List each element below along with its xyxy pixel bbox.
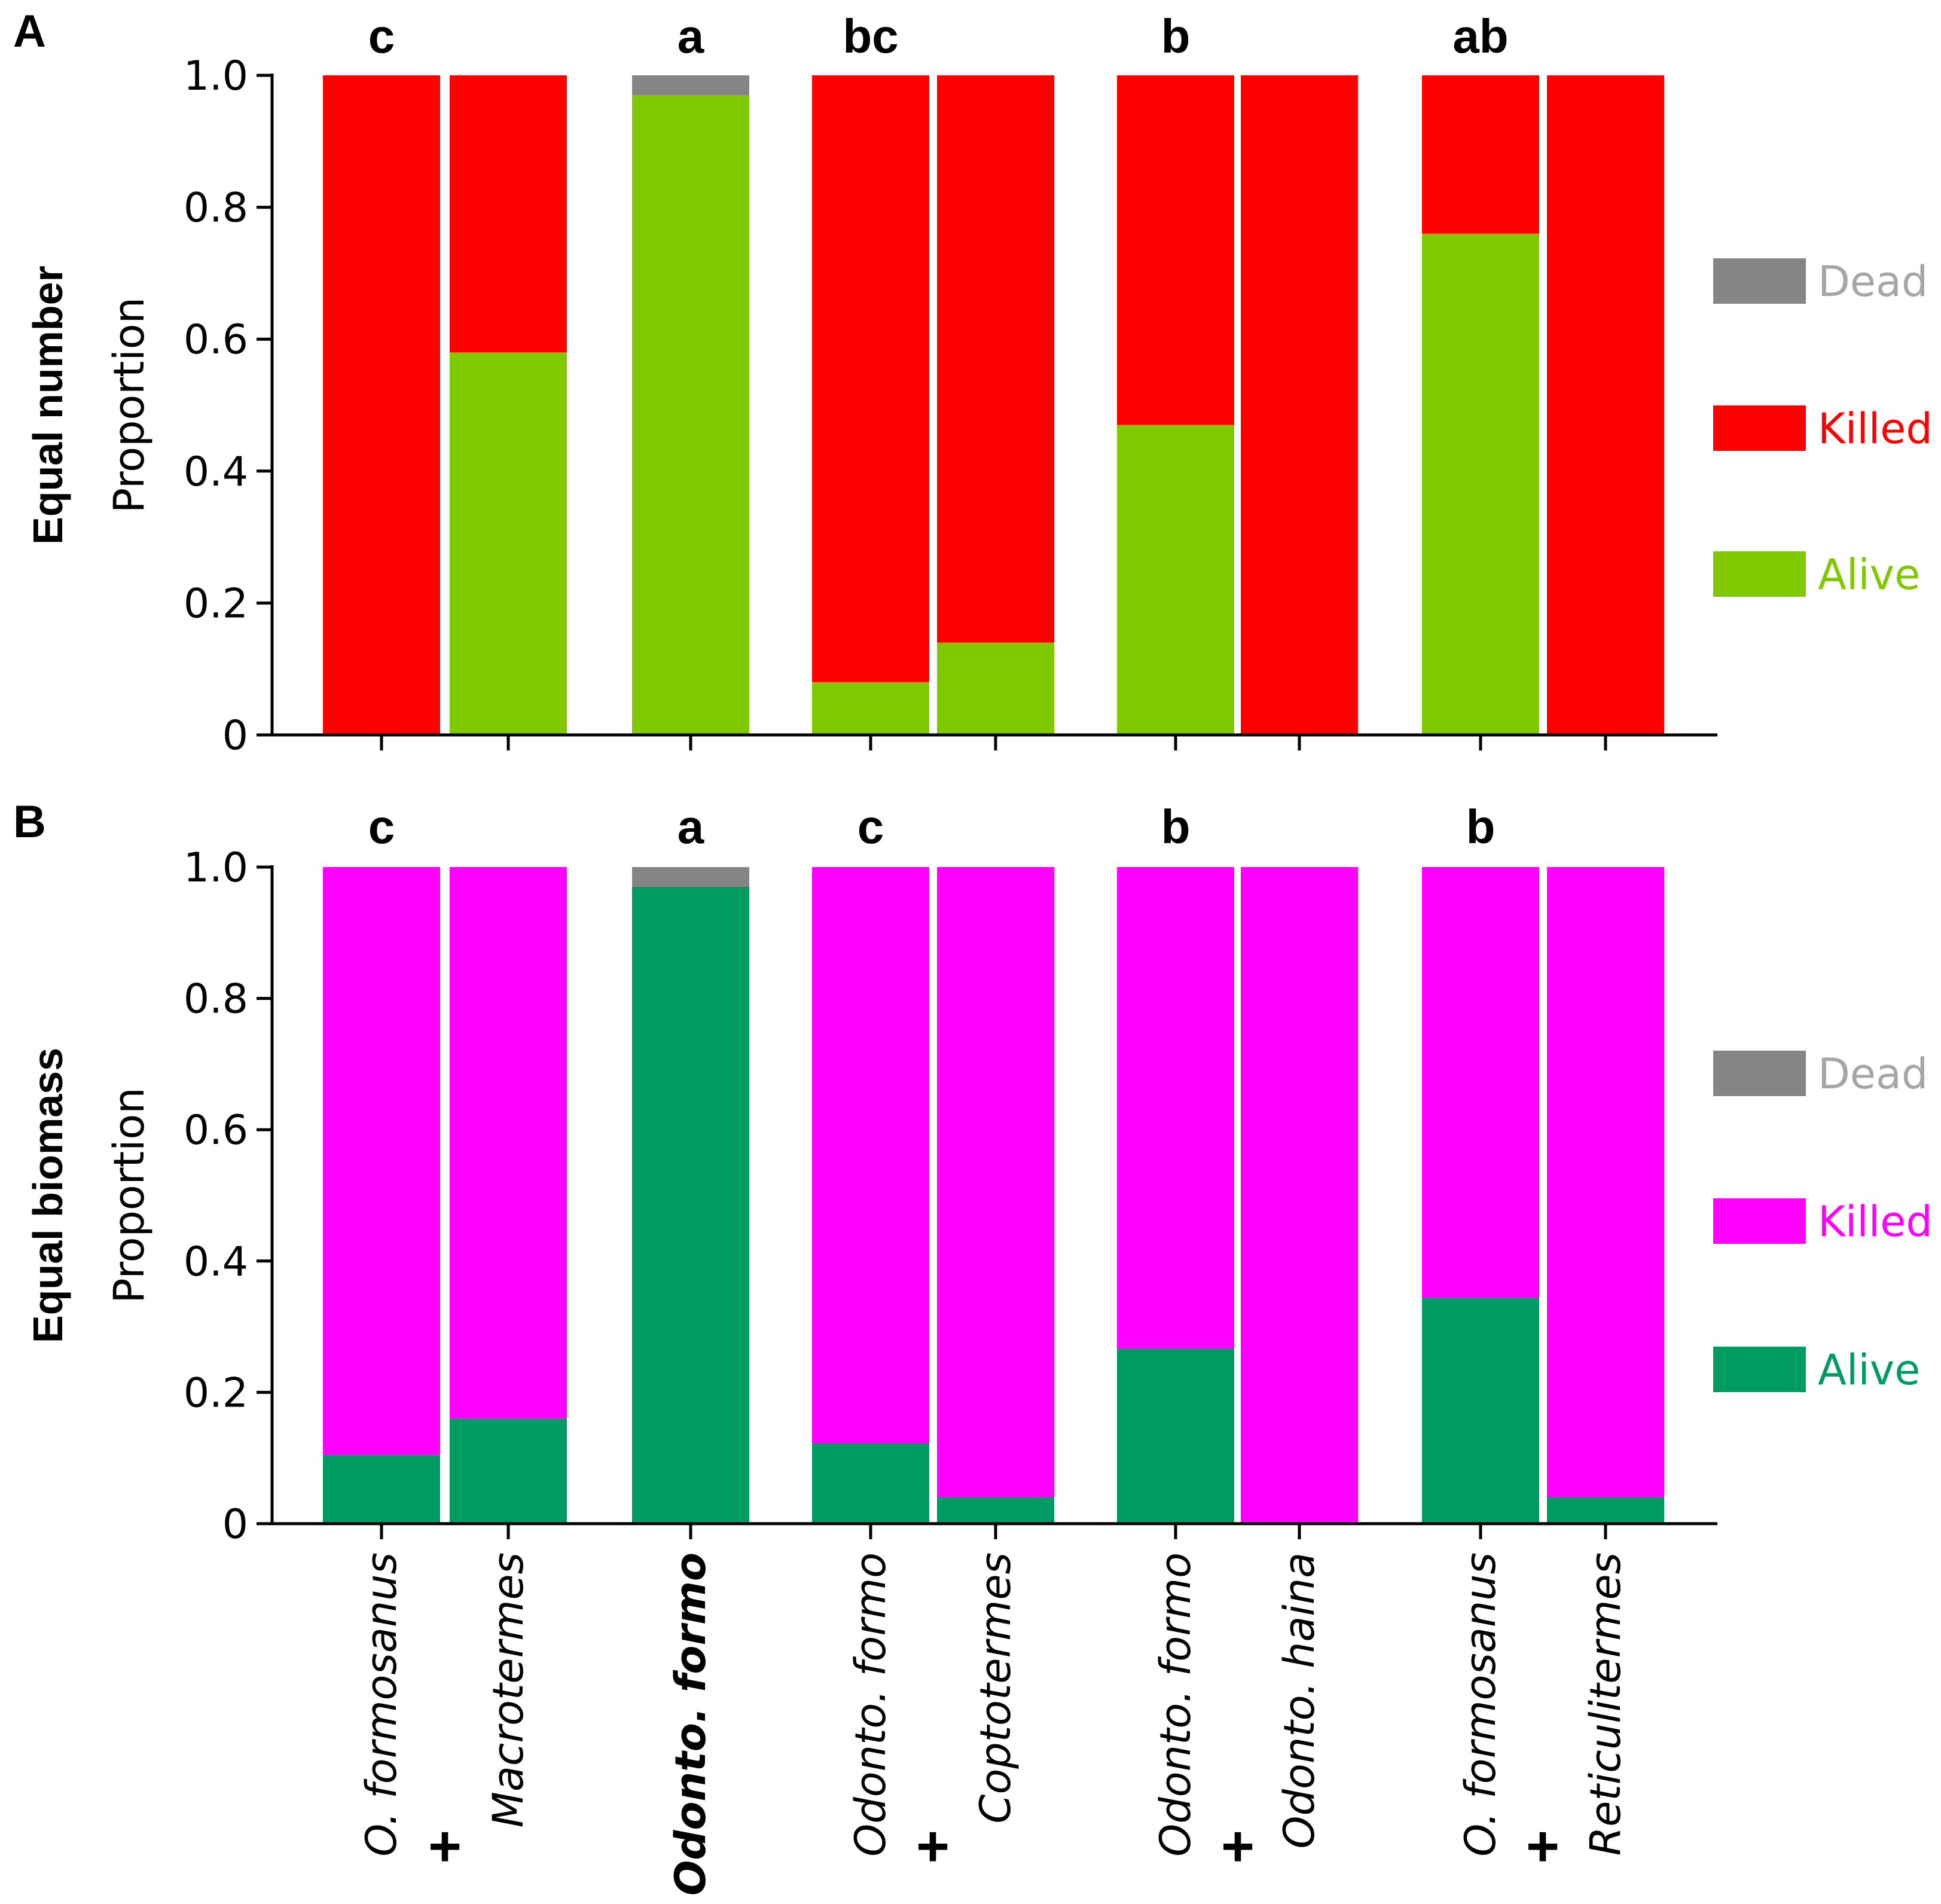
bar-alive-4: [812, 1444, 929, 1524]
bar-killed-2: [450, 867, 567, 1419]
bar-killed-8: [1422, 867, 1539, 1298]
bar-alive-6: [1117, 1348, 1234, 1524]
legend-label-alive: Alive: [1818, 1345, 1920, 1395]
significance-letter: c: [368, 10, 395, 63]
x-category-label: Odonto. formo: [666, 1552, 715, 1896]
y-tick-label: 0.4: [184, 448, 248, 496]
legend-label-killed: Killed: [1818, 404, 1933, 453]
bar-killed-6: [1117, 75, 1234, 425]
bar-killed-1: [323, 867, 440, 1455]
bar-alive-9: [1547, 1497, 1664, 1524]
bar-killed-5: [937, 867, 1054, 1498]
bar-alive-8: [1422, 1298, 1539, 1524]
bar-killed-4: [812, 75, 929, 682]
x-category-label: Coptotermes: [971, 1552, 1020, 1823]
y-tick-label: 0.8: [184, 185, 248, 232]
bar-killed-7: [1241, 75, 1358, 735]
legend-label-alive: Alive: [1818, 550, 1920, 599]
legend-swatch-dead: [1713, 258, 1806, 304]
significance-letter: bc: [843, 10, 898, 63]
plus-sign: +: [1221, 1814, 1255, 1878]
legend-swatch-alive: [1713, 1347, 1806, 1392]
bar-alive-5: [937, 642, 1054, 735]
panel-label: A: [13, 6, 46, 57]
bar-alive-5: [937, 1497, 1054, 1524]
y-tick-label: 0.6: [184, 1107, 248, 1154]
y-tick-label: 0.2: [184, 580, 248, 627]
bar-killed-5: [937, 75, 1054, 643]
y-tick-label: 1.0: [184, 844, 248, 892]
x-category-label: Odonto. formo: [846, 1552, 895, 1857]
bar-killed-1: [323, 75, 440, 735]
y-axis-title: Proportion: [105, 1087, 154, 1303]
panel-b: 0 0.2 0.4 0.6 0.8 1.0 B c a c b b Proportion Equal bi…: [13, 797, 1933, 1548]
bar-alive-2: [450, 1418, 567, 1524]
significance-letter: c: [368, 800, 395, 853]
plus-sign: +: [1526, 1814, 1559, 1878]
legend-label-dead: Dead: [1818, 1049, 1928, 1099]
legend-label-dead: Dead: [1818, 257, 1928, 306]
bar-killed-7: [1241, 867, 1358, 1524]
x-category-label: Macrotermes: [484, 1552, 533, 1827]
legend-swatch-alive: [1713, 551, 1806, 597]
bar-dead-3: [632, 867, 749, 887]
bar-killed-8: [1422, 75, 1539, 234]
plus-sign: +: [428, 1814, 462, 1878]
bar-alive-3: [632, 95, 749, 736]
bar-killed-9: [1547, 867, 1664, 1498]
y-tick-label: 0: [222, 712, 248, 759]
bar-alive-1: [323, 1454, 440, 1524]
y-tick-label: 0.4: [184, 1238, 248, 1286]
bar-killed-2: [450, 75, 567, 353]
y-tick-label: 0.6: [184, 316, 248, 364]
legend-label-killed: Killed: [1818, 1197, 1933, 1246]
row-label: Equal number: [25, 266, 71, 545]
x-category-label: O. formosanus: [1456, 1552, 1505, 1857]
legend-swatch-dead: [1713, 1051, 1806, 1096]
row-label: Equal biomass: [25, 1048, 71, 1343]
significance-letter: a: [677, 800, 704, 853]
bar-alive-4: [812, 682, 929, 735]
x-category-label: O. formosanus: [357, 1552, 406, 1857]
y-tick-label: 0.8: [184, 976, 248, 1023]
bar-killed-6: [1117, 867, 1234, 1348]
y-tick-label: 0: [222, 1501, 248, 1548]
legend-swatch-killed: [1713, 1198, 1806, 1244]
x-category-label: Odonto. formo: [1151, 1552, 1200, 1857]
y-tick-label: 0.2: [184, 1369, 248, 1417]
plus-sign: +: [916, 1814, 950, 1878]
bar-alive-8: [1422, 233, 1539, 736]
significance-letter: b: [1161, 10, 1191, 63]
x-category-labels: O. formosanus Macrotermes Odonto. formo Odo…: [357, 1552, 1630, 1896]
y-tick-label: 1.0: [184, 53, 248, 100]
significance-letter: b: [1161, 800, 1191, 853]
bar-killed-4: [812, 867, 929, 1444]
panel-label: B: [13, 797, 46, 847]
y-axis-title: Proportion: [105, 297, 154, 513]
bar-alive-3: [632, 886, 749, 1524]
bar-killed-9: [1547, 75, 1664, 735]
significance-letter: c: [857, 800, 884, 853]
bar-dead-3: [632, 75, 749, 96]
bar-alive-6: [1117, 425, 1234, 735]
legend-swatch-killed: [1713, 405, 1806, 451]
x-category-label: Odonto. haina: [1275, 1552, 1324, 1848]
significance-letter: ab: [1452, 10, 1508, 63]
bar-alive-2: [450, 352, 567, 735]
significance-letter: a: [677, 10, 704, 63]
panel-a: 0 0.2 0.4 0.6 0.8 1.0 A c a bc b ab Proportion Equal …: [13, 6, 1933, 759]
significance-letter: b: [1466, 800, 1496, 853]
x-category-label: Reticulitermes: [1581, 1552, 1630, 1856]
